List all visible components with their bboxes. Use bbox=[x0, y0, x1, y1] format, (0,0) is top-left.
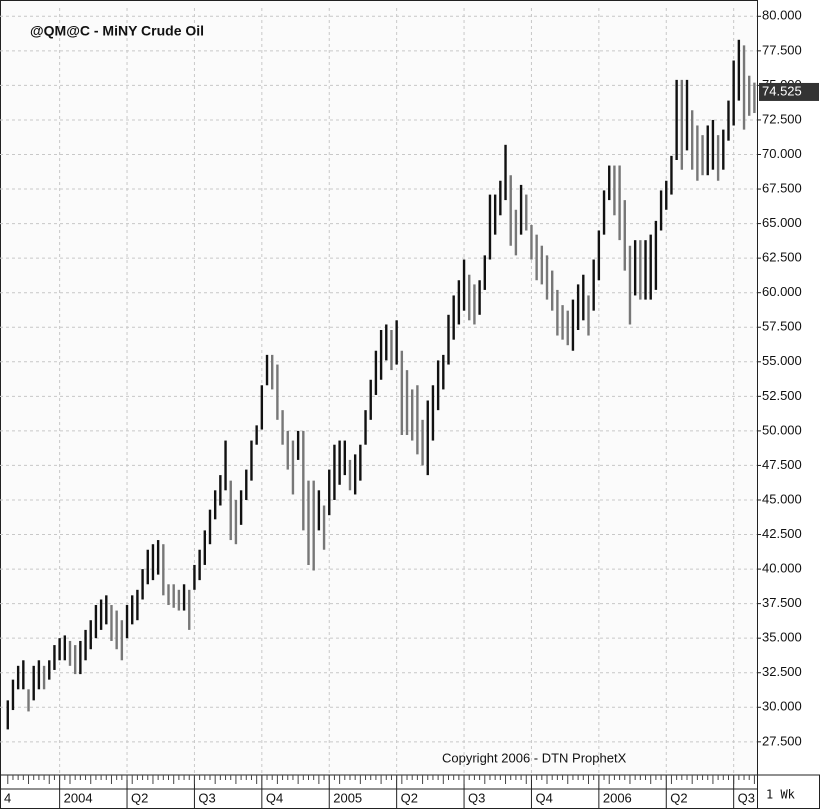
y-tick-label: 30.000 bbox=[762, 699, 802, 714]
axes: 27.500 30.000 32.500 35.000 37.500 40.000 42.5… bbox=[4, 8, 819, 809]
copyright: Copyright 2006 - DTN ProphetX bbox=[442, 750, 627, 765]
x-tick-label: Q2 bbox=[401, 790, 418, 805]
y-tick-label: 35.000 bbox=[762, 630, 802, 645]
x-tick-label: 2005 bbox=[333, 790, 362, 805]
y-tick-label: 52.500 bbox=[762, 388, 802, 403]
y-tick-label: 67.500 bbox=[762, 180, 802, 195]
y-tick-label: 77.500 bbox=[762, 42, 802, 57]
last-price-label: 74.525 bbox=[762, 83, 802, 98]
y-tick-label: 47.500 bbox=[762, 457, 802, 472]
price-bars bbox=[6, 39, 756, 730]
chart-title: @QM@C - MiNY Crude Oil bbox=[30, 23, 204, 39]
x-tick-label: Q2 bbox=[131, 790, 148, 805]
x-tick-label: Q3 bbox=[738, 790, 755, 805]
last-price-box bbox=[759, 82, 819, 101]
x-tick-label: Q4 bbox=[266, 790, 283, 805]
y-tick-label: 37.500 bbox=[762, 595, 802, 610]
x-tick-label: 2006 bbox=[603, 790, 632, 805]
time-axis bbox=[0, 774, 758, 809]
y-tick-label: 42.500 bbox=[762, 526, 802, 541]
y-tick-label: 57.500 bbox=[762, 319, 802, 334]
y-tick-label: 62.500 bbox=[762, 250, 802, 265]
x-tick-label: 4 bbox=[4, 790, 11, 805]
x-tick-label: 2004 bbox=[64, 790, 93, 805]
x-tick-label: Q3 bbox=[468, 790, 485, 805]
y-tick-label: 70.000 bbox=[762, 146, 802, 161]
grid bbox=[0, 8, 757, 775]
y-tick-label: 80.000 bbox=[762, 8, 802, 23]
y-tick-label: 45.000 bbox=[762, 491, 802, 506]
y-tick-label: 40.000 bbox=[762, 561, 802, 576]
x-tick-label: Q3 bbox=[198, 790, 215, 805]
y-tick-label: 65.000 bbox=[762, 215, 802, 230]
x-tick-label: Q2 bbox=[670, 790, 687, 805]
x-tick-label: Q4 bbox=[535, 790, 552, 805]
y-tick-label: 27.500 bbox=[762, 733, 802, 748]
period-label: 1 Wk bbox=[766, 788, 796, 802]
period-box bbox=[756, 774, 820, 809]
y-tick-label: 60.000 bbox=[762, 284, 802, 299]
y-tick-label: 72.500 bbox=[762, 111, 802, 126]
y-tick-label: 32.500 bbox=[762, 664, 802, 679]
y-tick-label: 55.000 bbox=[762, 353, 802, 368]
plot-area bbox=[0, 0, 758, 776]
y-tick-label: 50.000 bbox=[762, 422, 802, 437]
